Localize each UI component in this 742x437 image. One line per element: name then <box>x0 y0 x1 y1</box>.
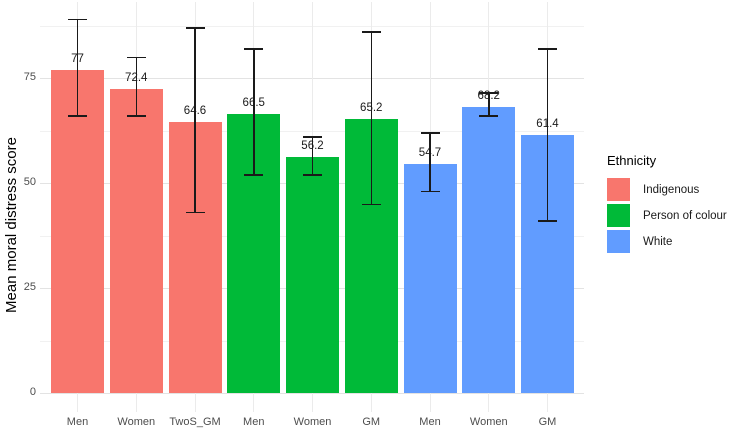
error-bar-bottom-cap <box>126 115 146 117</box>
error-bar-top-cap <box>420 132 440 134</box>
legend-item: Person of colour <box>607 204 727 227</box>
error-bar-bottom-cap <box>68 115 87 117</box>
bar-value-label: 77 <box>71 52 84 65</box>
error-bar-line <box>370 32 372 205</box>
error-bar-bottom-cap <box>538 220 557 222</box>
bar-value-label: 66.5 <box>242 97 265 109</box>
y-tick-label: 0 <box>29 386 36 399</box>
error-bar-line <box>253 48 255 175</box>
legend-item-label: Indigenous <box>643 183 700 196</box>
error-bar-top-cap <box>185 27 205 29</box>
bar-value-label: 64.6 <box>183 104 207 117</box>
error-bar-bottom-cap <box>303 174 322 176</box>
error-bar-line <box>76 19 79 117</box>
error-bar-top-cap <box>538 48 557 50</box>
error-bar-bottom-cap <box>479 115 499 117</box>
x-tick-label: Men <box>243 416 265 428</box>
x-tick-label: Men <box>66 416 89 428</box>
x-tick-label: Women <box>117 416 156 428</box>
x-tick-label: TwoS_GM <box>169 416 221 428</box>
error-bar-line <box>194 27 196 213</box>
bar <box>403 163 457 394</box>
bar-value-label: 72.4 <box>125 72 148 85</box>
bar-value-label: 68.2 <box>477 89 500 102</box>
bar-value-label: 56.2 <box>301 140 324 153</box>
error-bar-bottom-cap <box>361 203 381 206</box>
error-bar-bottom-cap <box>420 190 440 193</box>
x-tick-label: GM <box>362 416 381 428</box>
bar-value-label: 54.7 <box>418 146 442 159</box>
plot-panel: 77 72.4 64.6 66.5 56.2 65.2 54.7 68.2 61.4 <box>40 2 584 412</box>
bar <box>51 69 104 394</box>
legend-item-label: White <box>643 235 673 248</box>
error-bar-line <box>488 93 490 117</box>
error-bar-top-cap <box>361 31 381 33</box>
legend-swatch <box>607 178 630 201</box>
y-tick-label: 75 <box>23 71 36 84</box>
bar <box>109 89 163 394</box>
error-bar-line <box>429 132 431 192</box>
x-tick-label: Women <box>469 416 508 428</box>
error-bar-line <box>135 57 137 117</box>
x-tick-label: Women <box>293 416 332 428</box>
bar-value-label: 65.2 <box>360 102 383 115</box>
error-bar-line <box>546 48 549 222</box>
y-tick-label: 25 <box>23 281 36 294</box>
x-tick-label: Men <box>419 416 441 428</box>
bar <box>462 106 516 394</box>
legend: Ethnicity Indigenous Person of colour Whit… <box>607 153 727 256</box>
bar <box>286 157 339 394</box>
bar-value-label: 61.4 <box>536 118 559 131</box>
error-bar-top-cap <box>126 56 146 59</box>
legend-items: Indigenous Person of colour White <box>607 178 727 253</box>
legend-item-label: Person of colour <box>643 209 727 222</box>
legend-item: Indigenous <box>607 178 727 201</box>
error-bar-top-cap <box>479 92 499 94</box>
legend-title: Ethnicity <box>607 153 657 168</box>
legend-swatch <box>607 230 630 253</box>
y-tick-label: 50 <box>23 176 36 189</box>
legend-swatch <box>607 204 630 227</box>
legend-item: White <box>607 230 727 253</box>
error-bar-bottom-cap <box>244 174 264 176</box>
error-bar-top-cap <box>68 18 87 21</box>
error-bar-top-cap <box>303 136 322 138</box>
error-bar-line <box>311 137 314 175</box>
error-bar-bottom-cap <box>185 211 205 214</box>
error-bar-top-cap <box>244 48 264 50</box>
x-tick-label: GM <box>538 416 557 428</box>
